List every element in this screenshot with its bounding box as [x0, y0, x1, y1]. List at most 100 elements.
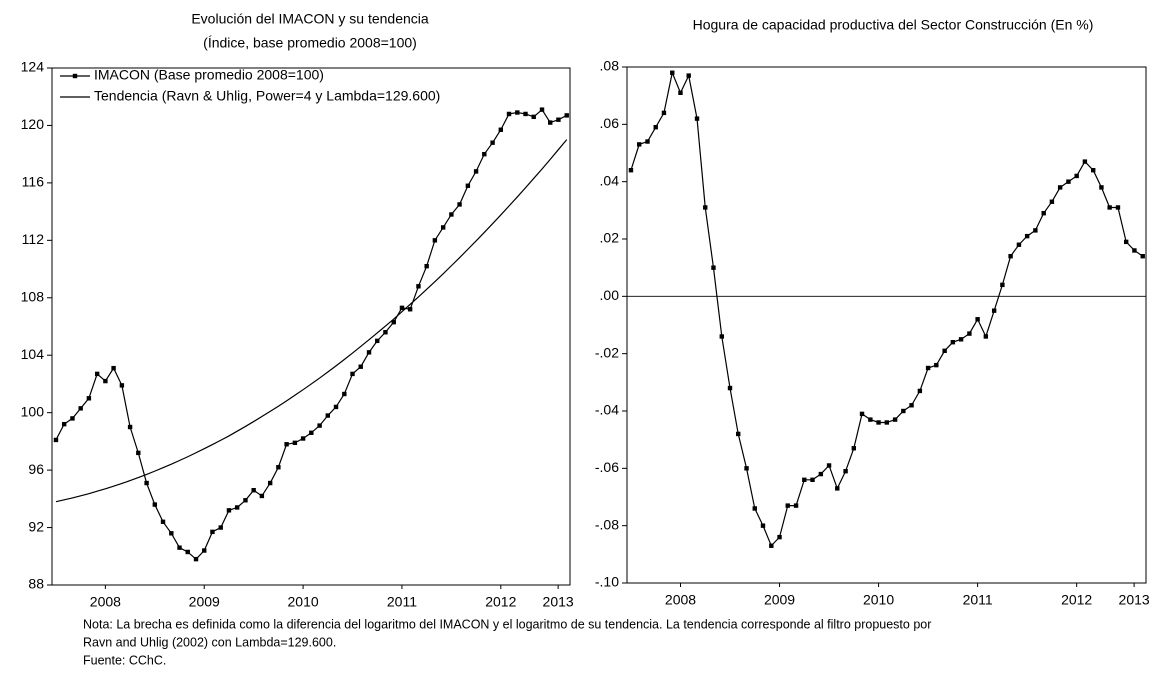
marker [556, 117, 561, 122]
marker [1140, 254, 1145, 259]
y-tick-label: 124 [21, 59, 45, 75]
marker [967, 331, 972, 336]
marker [111, 365, 116, 371]
y-tick-label: -.06 [595, 459, 619, 475]
marker [490, 140, 495, 145]
marker [719, 334, 724, 339]
marker [876, 420, 881, 425]
marker [892, 417, 898, 422]
marker [1057, 185, 1063, 190]
marker [78, 406, 83, 411]
x-tick-label: 2012 [1061, 592, 1092, 608]
marker [1082, 159, 1088, 164]
x-tick-label: 2010 [863, 592, 894, 608]
chart-title: Hogura de capacidad productiva del Secto… [693, 17, 1094, 33]
x-tick-label: 2008 [665, 592, 696, 608]
marker [670, 70, 675, 75]
y-tick-label: 120 [21, 116, 45, 132]
y-tick-label: .02 [600, 230, 620, 246]
marker [1041, 211, 1046, 216]
y-tick-label: .06 [600, 115, 620, 131]
marker [564, 113, 569, 118]
marker [193, 556, 199, 562]
marker [53, 437, 59, 443]
y-tick-label: 112 [22, 231, 45, 247]
y-tick-label: 96 [28, 461, 44, 477]
marker [1115, 205, 1121, 210]
marker [744, 466, 749, 471]
marker [975, 317, 980, 322]
marker [383, 330, 388, 335]
marker [498, 127, 504, 132]
marker [449, 212, 454, 217]
marker [465, 183, 471, 188]
marker [325, 413, 331, 418]
marker [1024, 233, 1030, 239]
marker [835, 486, 840, 491]
marker [950, 340, 956, 345]
marker [152, 502, 158, 507]
marker [391, 319, 396, 325]
marker [177, 545, 182, 550]
marker [202, 548, 207, 553]
marker [661, 110, 667, 116]
marker [424, 263, 429, 269]
marker [169, 531, 174, 536]
marker [925, 365, 931, 371]
marker [333, 404, 339, 410]
marker [243, 498, 248, 503]
x-tick-label: 2012 [485, 594, 516, 610]
marker [934, 362, 939, 368]
marker [342, 391, 347, 397]
y-tick-label: 100 [21, 403, 45, 419]
y-tick-label: -.04 [595, 402, 619, 418]
plot-frame [51, 67, 571, 586]
marker [548, 120, 553, 125]
marker [284, 442, 289, 447]
marker [144, 480, 149, 486]
plot-frame [626, 66, 1147, 584]
y-tick-label: .08 [600, 58, 620, 74]
marker [1016, 242, 1022, 247]
marker [127, 424, 133, 430]
marker [185, 549, 190, 555]
marker [234, 505, 240, 510]
marker [868, 417, 873, 422]
marker [703, 205, 708, 210]
marker [358, 364, 363, 369]
x-tick-label: 2011 [963, 592, 993, 608]
marker [958, 337, 964, 342]
note: Ravn and Uhlig (2002) con Lambda=129.600… [83, 635, 336, 649]
x-tick-label: 2009 [764, 592, 795, 608]
marker [851, 446, 857, 451]
legend-label: IMACON (Base promedio 2008=100) [94, 67, 324, 83]
marker [482, 151, 487, 157]
marker [785, 503, 790, 508]
marker [506, 111, 512, 117]
marker [1066, 179, 1071, 184]
marker [515, 110, 520, 115]
marker [473, 169, 479, 174]
marker [276, 465, 281, 470]
x-tick-label: 2009 [189, 594, 220, 610]
marker [1123, 239, 1129, 245]
x-tick-label: 2008 [90, 594, 121, 610]
marker [752, 506, 757, 511]
marker [103, 378, 108, 384]
marker [826, 463, 832, 468]
marker [416, 284, 421, 289]
marker [884, 420, 889, 425]
y-tick-label: 116 [22, 174, 45, 190]
marker [1074, 173, 1079, 179]
marker [1033, 228, 1038, 233]
marker [366, 350, 372, 355]
legend-marker [72, 73, 78, 79]
marker [259, 493, 265, 499]
y-tick-label: .04 [600, 172, 620, 188]
marker [432, 238, 438, 243]
marker [678, 90, 683, 95]
marker [901, 408, 906, 414]
marker [760, 523, 766, 528]
